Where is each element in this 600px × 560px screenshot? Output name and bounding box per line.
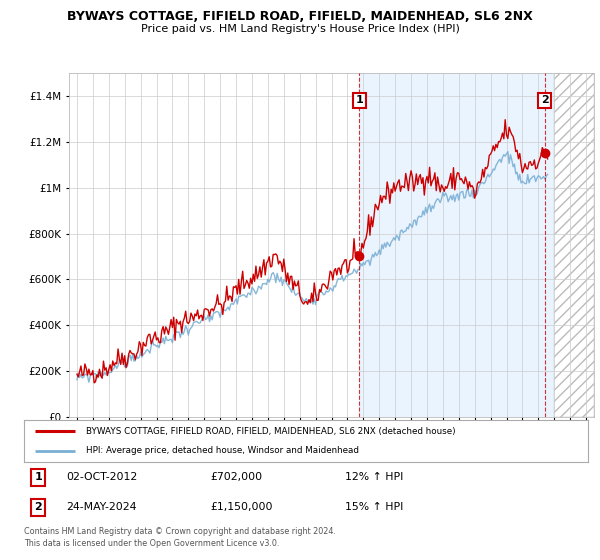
- Text: £1,150,000: £1,150,000: [210, 502, 272, 512]
- Text: £702,000: £702,000: [210, 473, 262, 483]
- Text: BYWAYS COTTAGE, FIFIELD ROAD, FIFIELD, MAIDENHEAD, SL6 2NX: BYWAYS COTTAGE, FIFIELD ROAD, FIFIELD, M…: [67, 10, 533, 22]
- Text: Price paid vs. HM Land Registry's House Price Index (HPI): Price paid vs. HM Land Registry's House …: [140, 24, 460, 34]
- Text: This data is licensed under the Open Government Licence v3.0.: This data is licensed under the Open Gov…: [24, 539, 280, 548]
- Text: 1: 1: [355, 95, 363, 105]
- Bar: [359, 73, 554, 417]
- Text: 2: 2: [34, 502, 42, 512]
- Text: HPI: Average price, detached house, Windsor and Maidenhead: HPI: Average price, detached house, Wind…: [86, 446, 359, 455]
- Text: 24-MAY-2024: 24-MAY-2024: [66, 502, 137, 512]
- Text: Contains HM Land Registry data © Crown copyright and database right 2024.: Contains HM Land Registry data © Crown c…: [24, 528, 336, 536]
- Text: BYWAYS COTTAGE, FIFIELD ROAD, FIFIELD, MAIDENHEAD, SL6 2NX (detached house): BYWAYS COTTAGE, FIFIELD ROAD, FIFIELD, M…: [86, 427, 455, 436]
- Text: 1: 1: [34, 473, 42, 483]
- Text: 15% ↑ HPI: 15% ↑ HPI: [346, 502, 404, 512]
- Text: 02-OCT-2012: 02-OCT-2012: [66, 473, 137, 483]
- Text: 12% ↑ HPI: 12% ↑ HPI: [346, 473, 404, 483]
- Text: 2: 2: [541, 95, 548, 105]
- Bar: [554, 73, 594, 417]
